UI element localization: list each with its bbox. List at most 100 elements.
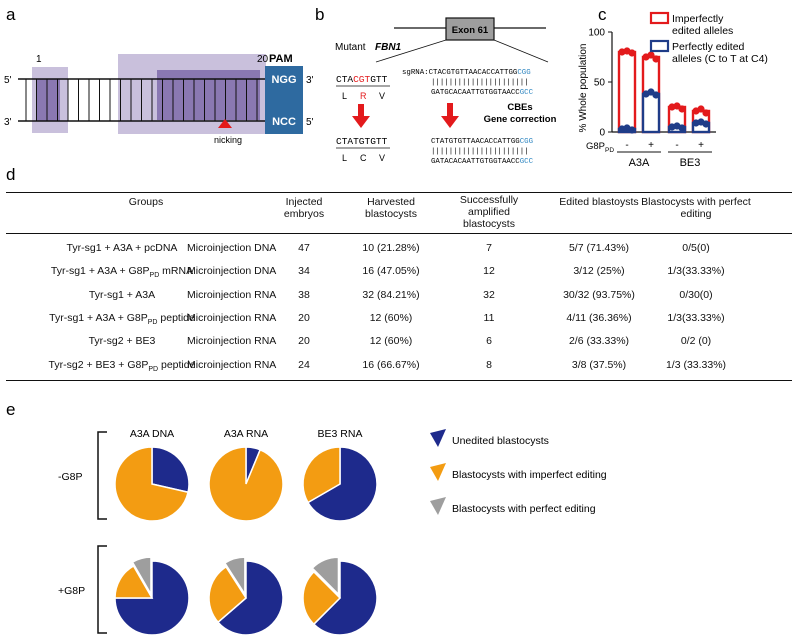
cbe-label: CBEs (507, 102, 532, 113)
group-name: Tyr-sg2 + BE3 + G8P (48, 358, 149, 371)
table-cell: Microinjection RNA (187, 335, 277, 348)
y-tick-label: 50 (594, 78, 606, 89)
table-cell: 16 (47.05%) (362, 265, 420, 278)
table-cell: 47 (298, 242, 310, 254)
header-harvested: Harvested blastocysts (365, 196, 417, 220)
table-bottom-rule (6, 380, 792, 381)
aa-mut-3: V (379, 91, 385, 101)
pd-subscript: PD (147, 318, 158, 326)
result-top-strand: CTATGTGTTAACACCATTGGCGG (431, 138, 533, 146)
sgrna-sequence: sgRNA:CTACGTGTTAACACCATTGGCGG (402, 69, 531, 77)
data-points (618, 47, 710, 134)
table-cell: Tyr-sg2 + BE3 (88, 335, 156, 348)
table-cell: 4/11 (36.36%) (566, 311, 632, 324)
legend-swatch-imperfect (649, 11, 670, 25)
table-cell: 20 (298, 311, 310, 324)
table-cell: 1/3(33.33%) (667, 311, 725, 324)
table-cell: 30/32 (93.75%) (563, 288, 635, 301)
row-label-plus-g8p: +G8P (58, 585, 85, 597)
table-row: Tyr-sg1 + A3A + G8PPD peptide Microinject… (6, 312, 792, 330)
mutant-sequence: CTACGTGTT (336, 74, 388, 85)
y-tick-label: 100 (588, 28, 605, 39)
table-cell: 8 (486, 358, 492, 371)
sign-be3-plus: + (698, 140, 704, 151)
mutant-label: Mutant (335, 42, 366, 53)
strand-top-3: 3' (306, 75, 314, 86)
panel-label-d: d (6, 165, 15, 184)
header-groups: Groups (128, 196, 164, 208)
table-header: Groups Injected embryos Harvested blasto… (6, 194, 792, 230)
panel-label-a: a (6, 5, 16, 24)
table-cell: 0/2 (0) (680, 335, 712, 348)
pd-subscript: PD (149, 272, 160, 280)
legend-perfect-1: Perfectly edited (672, 41, 745, 53)
pam-box (265, 66, 303, 134)
table-cell: 12 (483, 265, 495, 278)
g8p-axis-label: G8PPD (586, 141, 614, 154)
legend-marker-icon (430, 429, 446, 447)
pie-slice-imperfect (302, 446, 341, 504)
data-point (652, 91, 660, 99)
pd-subscript: PD (148, 365, 159, 373)
pie-slice-perfect (223, 556, 246, 597)
header-injected: Injected embryos (283, 196, 325, 220)
table-cell: Microinjection DNA (187, 265, 277, 278)
position-1-marker (36, 79, 60, 121)
aa-fix-3: V (379, 153, 385, 163)
group-a3a: A3A (629, 157, 650, 169)
pie-slice-unedited (151, 446, 190, 494)
pie-slice-unedited (312, 560, 378, 636)
pie-slice-imperfect (208, 565, 247, 624)
position-1-label: 1 (36, 54, 42, 65)
pie-slice-perfect (311, 556, 340, 597)
table-cell: 2/6 (33.33%) (568, 335, 630, 348)
header-amplified: Successfully amplified blastocysts (459, 194, 519, 230)
pie-charts (114, 446, 378, 636)
table-cell: 7 (486, 242, 492, 254)
legend-text: Unedited blastocysts (452, 435, 549, 447)
table-cell: 38 (298, 288, 310, 301)
table-cell: 24 (298, 358, 310, 371)
panel-label-e: e (6, 400, 15, 419)
pie-col-a3a-dna: A3A DNA (130, 428, 174, 440)
pam-ngg: NGG (271, 74, 296, 86)
table-cell: 12 (60%) (369, 311, 413, 324)
panel-label-b: b (315, 5, 324, 24)
legend-imperfect-2: edited alleles (672, 25, 733, 37)
group-suffix: mRNA (159, 265, 194, 278)
table-row: Tyr-sg1 + A3A + pcDNA Microinjection DNA 4… (6, 242, 792, 260)
table-cell: 6 (486, 335, 492, 348)
table-cell: 32 (483, 288, 495, 301)
bottom-strand: GATGCACAATTGTGGTAACCGCC (431, 89, 534, 97)
header-edited: Edited blastoysts (559, 196, 639, 208)
pam-label: PAM (269, 53, 293, 65)
data-point (697, 105, 705, 113)
table-cell: 0/30(0) (679, 288, 713, 301)
table-cell: Tyr-sg1 + A3A + pcDNA (66, 242, 178, 254)
data-point (647, 51, 655, 59)
legend-marker-icon (430, 497, 446, 515)
table-cell: Tyr-sg1 + A3A (88, 288, 156, 301)
y-axis-label: % Whole population (578, 44, 589, 133)
sign-a3a-minus: - (625, 140, 628, 151)
table-cell: Tyr-sg1 + A3A + G8PPD peptide (6, 312, 238, 326)
bar-perfect (641, 92, 661, 134)
aa-fix-1: L (342, 153, 347, 163)
table-cell: 34 (298, 265, 310, 278)
table-cell: 5/7 (71.43%) (568, 242, 630, 254)
group-suffix: peptide (158, 358, 196, 371)
bar-imperfect (617, 50, 637, 134)
table-top-rule (6, 192, 792, 193)
data-point (652, 55, 660, 63)
table-cell: 1/3 (33.33%) (665, 358, 727, 371)
table-cell: Microinjection RNA (187, 288, 277, 301)
data-point (628, 126, 636, 134)
table-row: Tyr-sg1 + A3A + G8PPD mRNA Microinjection… (6, 265, 792, 283)
exon-label: Exon 61 (452, 25, 489, 36)
aa-mut-2: R (360, 91, 367, 101)
table-row: Tyr-sg2 + BE3 Microinjection RNA 20 12 (60%… (6, 335, 792, 353)
pairing-bars-bottom: |||||||||||||||||||||| (431, 148, 529, 156)
gene-label: FBN1 (375, 42, 402, 53)
